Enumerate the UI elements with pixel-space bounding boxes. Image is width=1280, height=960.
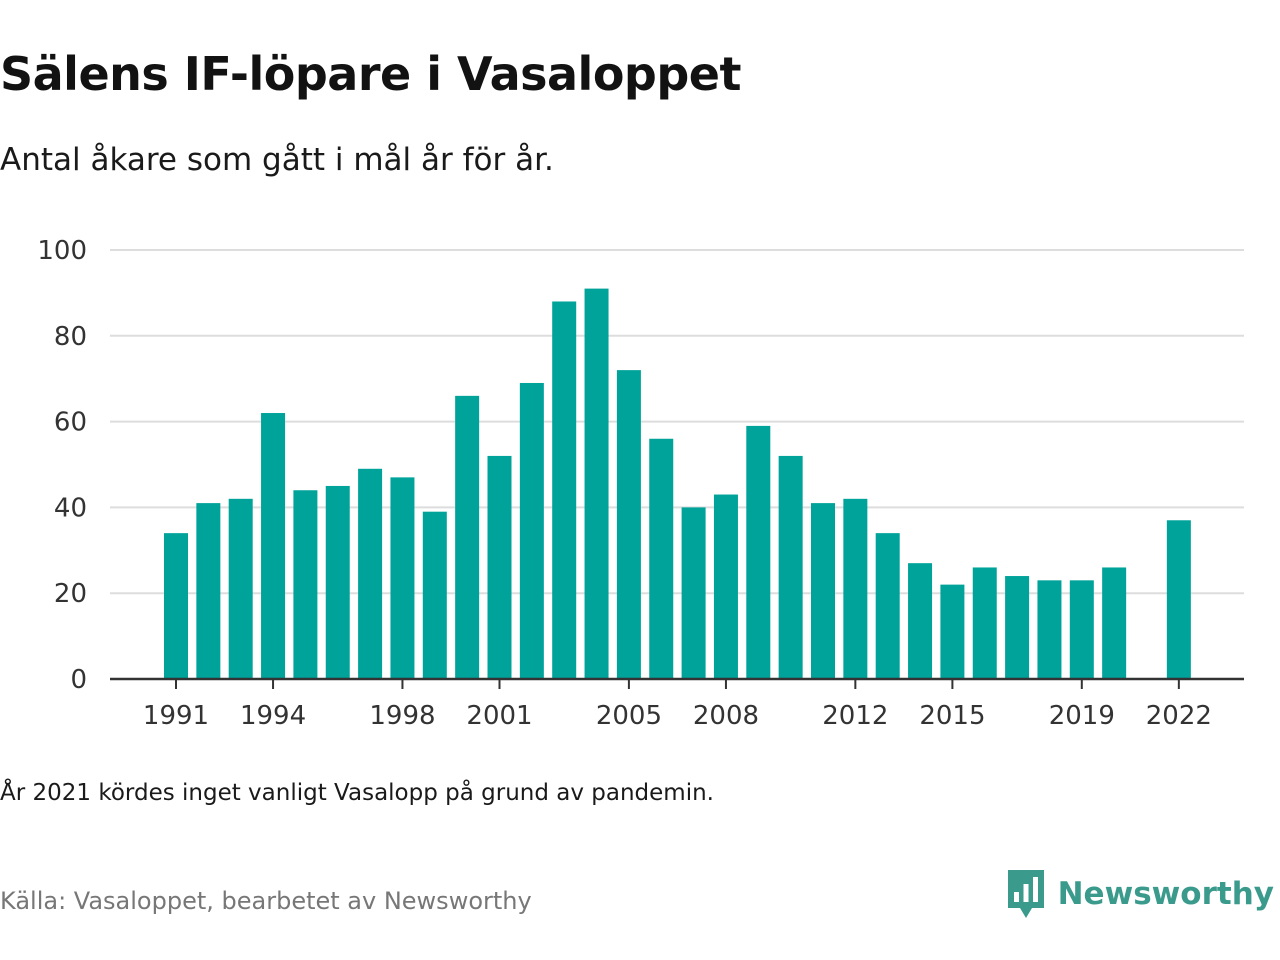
x-tick-label: 2019 xyxy=(1049,701,1115,731)
bar-2006 xyxy=(649,438,674,679)
bar-1993 xyxy=(228,498,253,679)
bar-2018 xyxy=(1037,580,1062,679)
footnote: År 2021 kördes inget vanligt Vasalopp på… xyxy=(0,780,714,806)
bar-2008 xyxy=(713,494,738,679)
bar-2002 xyxy=(519,382,544,679)
bar-2015 xyxy=(940,584,965,679)
x-tick-label: 2012 xyxy=(822,701,888,731)
y-tick-label: 0 xyxy=(70,665,87,695)
bar-2007 xyxy=(681,507,706,679)
newsworthy-logo-icon xyxy=(1007,870,1044,918)
x-tick-label: 1991 xyxy=(143,701,209,731)
chart-title: Sälens IF-löpare i Vasaloppet xyxy=(0,47,741,101)
bar-2000 xyxy=(455,395,480,679)
x-tick-label: 1998 xyxy=(369,701,435,731)
x-tick-label: 2001 xyxy=(466,701,532,731)
bar-2004 xyxy=(584,288,609,679)
source-credit: Källa: Vasaloppet, bearbetet av Newswort… xyxy=(0,887,532,915)
bar-1998 xyxy=(390,477,415,679)
bar-2001 xyxy=(487,455,512,679)
bar-2005 xyxy=(616,370,641,679)
bar-chart: 0 20 40 60 80 100 1991 1994 1998 2001 2005 2008 201… xyxy=(37,236,1244,731)
bar-2016 xyxy=(972,567,997,679)
y-tick-label: 40 xyxy=(54,493,87,523)
x-tick-label: 2015 xyxy=(919,701,985,731)
bar-2014 xyxy=(908,563,933,679)
bar-2019 xyxy=(1069,580,1094,679)
bar-1996 xyxy=(325,485,350,679)
bar-2003 xyxy=(552,301,577,679)
bar-2009 xyxy=(746,425,771,679)
y-axis-labels: 0 20 40 60 80 100 xyxy=(37,236,87,695)
x-axis xyxy=(110,677,1244,689)
bar-2012 xyxy=(843,498,868,679)
bar-2017 xyxy=(1005,576,1030,679)
y-tick-label: 20 xyxy=(54,579,87,609)
bar-1991 xyxy=(164,533,188,679)
brand-name: Newsworthy xyxy=(1057,876,1274,912)
x-axis-labels: 1991 1994 1998 2001 2005 2008 2012 2015 2019 2022 xyxy=(143,701,1212,731)
bar-1999 xyxy=(422,511,447,679)
y-tick-label: 80 xyxy=(54,322,87,352)
bar-2013 xyxy=(875,533,900,679)
x-tick-label: 2022 xyxy=(1146,701,1212,731)
bar-1992 xyxy=(196,503,221,679)
bar-1995 xyxy=(293,490,318,679)
x-tick-label: 2008 xyxy=(693,701,759,731)
x-tick-label: 2005 xyxy=(596,701,662,731)
bars xyxy=(164,288,1191,679)
y-tick-label: 60 xyxy=(54,408,87,438)
bar-2010 xyxy=(778,455,803,679)
x-tick-label: 1994 xyxy=(240,701,306,731)
brand-logo: Newsworthy xyxy=(1006,868,1274,920)
chart-subtitle: Antal åkare som gått i mål år för år. xyxy=(0,142,554,178)
bar-2022 xyxy=(1166,520,1191,679)
bar-2020 xyxy=(1102,567,1127,679)
bar-2011 xyxy=(811,503,835,679)
bar-1997 xyxy=(358,468,383,679)
y-tick-label: 100 xyxy=(37,236,87,266)
bar-1994 xyxy=(261,413,286,679)
